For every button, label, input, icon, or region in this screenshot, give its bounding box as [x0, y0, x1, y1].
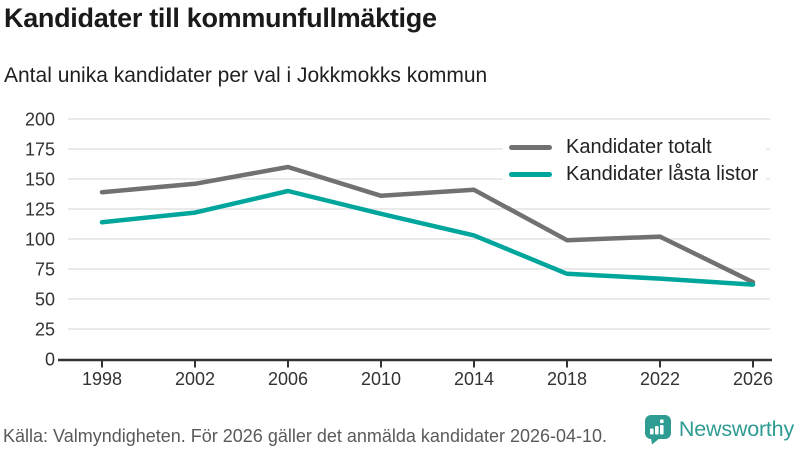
y-tick-label: 50	[35, 290, 55, 310]
y-tick-label: 0	[45, 350, 55, 370]
y-tick-label: 75	[35, 260, 55, 280]
legend-item-kandidater-totalt: Kandidater totalt	[509, 134, 758, 161]
legend-item-kandidater-lasta-listor: Kandidater låsta listor	[509, 161, 758, 188]
source-note: Källa: Valmyndigheten. För 2026 gäller d…	[3, 426, 608, 446]
series-line-0	[99, 164, 756, 285]
x-tick-label: 2014	[454, 369, 494, 389]
x-tick-label: 2002	[175, 369, 215, 389]
chart-subtitle: Antal unika kandidater per val i Jokkmok…	[4, 64, 488, 87]
y-tick-label: 175	[25, 140, 55, 160]
y-tick-label: 150	[25, 170, 55, 190]
legend-swatch-gray	[509, 145, 552, 150]
x-tick-label: 2026	[733, 369, 773, 389]
series-line-1	[99, 188, 756, 287]
x-tick-label: 2006	[268, 369, 308, 389]
newsworthy-bubble-icon	[644, 415, 671, 445]
y-tick-label: 100	[25, 230, 55, 250]
newsworthy-logo[interactable]: Newsworthy	[644, 414, 794, 445]
legend-label: Kandidater låsta listor	[566, 163, 759, 185]
legend-label: Kandidater totalt	[566, 136, 712, 158]
x-tick-label: 2010	[361, 369, 401, 389]
legend-swatch-teal	[509, 172, 552, 177]
x-tick-label: 2018	[547, 369, 587, 389]
y-tick-label: 200	[25, 110, 55, 130]
x-tick-label: 1998	[82, 369, 122, 389]
legend: Kandidater totalt Kandidater låsta listo…	[503, 133, 767, 189]
chart-title: Kandidater till kommunfullmäktige	[4, 3, 437, 33]
newsworthy-wordmark: Newsworthy	[678, 417, 794, 441]
y-tick-label: 25	[35, 320, 55, 340]
x-tick-label: 2022	[640, 369, 680, 389]
y-tick-label: 125	[25, 200, 55, 220]
